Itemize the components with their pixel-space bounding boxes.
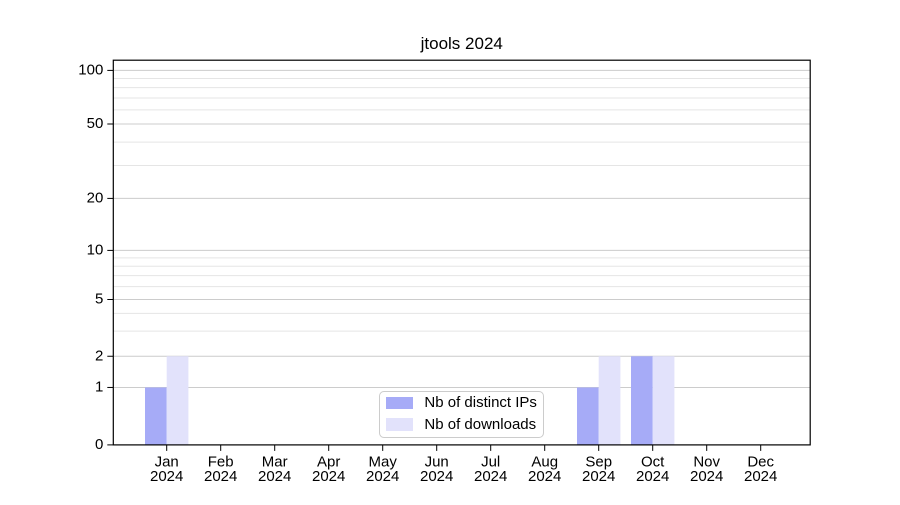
svg-text:0: 0	[95, 436, 103, 453]
svg-text:20: 20	[87, 189, 104, 206]
svg-text:2: 2	[95, 347, 103, 364]
svg-text:2024: 2024	[258, 468, 291, 485]
svg-text:100: 100	[78, 61, 103, 78]
svg-text:2024: 2024	[420, 468, 453, 485]
svg-text:2024: 2024	[636, 468, 669, 485]
svg-text:2024: 2024	[474, 468, 507, 485]
svg-text:5: 5	[95, 291, 103, 308]
svg-text:2024: 2024	[528, 468, 561, 485]
svg-text:2024: 2024	[366, 468, 399, 485]
svg-text:10: 10	[87, 241, 104, 258]
svg-text:jtools 2024: jtools 2024	[420, 34, 503, 53]
svg-text:2024: 2024	[312, 468, 345, 485]
svg-text:2024: 2024	[204, 468, 237, 485]
svg-text:1: 1	[95, 378, 103, 395]
svg-text:2024: 2024	[150, 468, 183, 485]
svg-text:50: 50	[87, 115, 104, 132]
svg-text:2024: 2024	[690, 468, 723, 485]
svg-text:2024: 2024	[744, 468, 777, 485]
svg-text:2024: 2024	[582, 468, 615, 485]
